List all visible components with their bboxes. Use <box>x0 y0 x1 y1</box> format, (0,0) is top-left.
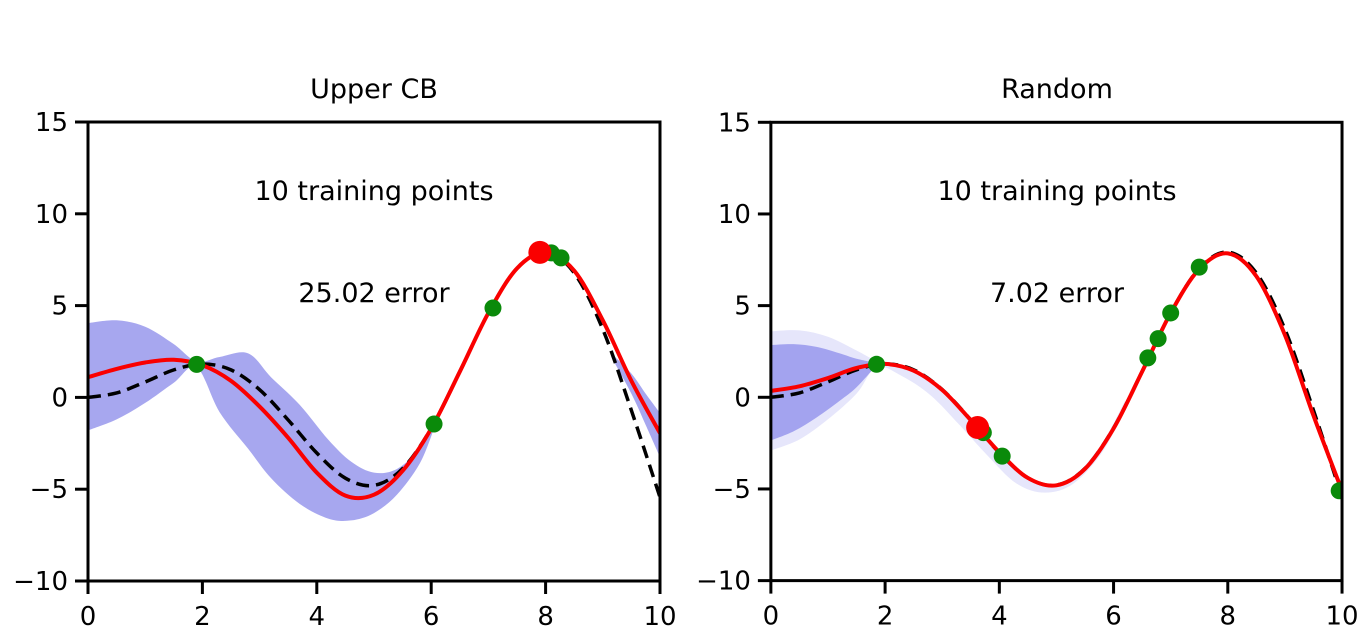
panel-title-line: 10 training points <box>937 176 1177 207</box>
true-function-curve <box>88 250 660 498</box>
x-tick-label: 4 <box>991 602 1008 632</box>
x-tick-label: 8 <box>537 602 554 632</box>
training-point-marker <box>484 299 502 317</box>
panel-title-line: 25.02 error <box>298 278 450 309</box>
plot-area <box>88 240 660 521</box>
confidence-band-right <box>611 353 660 458</box>
training-point-marker <box>1149 330 1167 348</box>
training-point-marker <box>1330 482 1343 500</box>
training-point-marker <box>868 355 886 373</box>
panel-random: Random 10 training points 7.02 error 0 2 4… <box>683 0 1365 643</box>
panel-title-line: Random <box>1001 74 1113 105</box>
x-tick-label: 2 <box>877 602 894 632</box>
x-tick-label: 6 <box>423 602 440 632</box>
training-point-marker <box>993 447 1011 465</box>
y-tick-label: −5 <box>713 475 751 505</box>
y-tick-label: −10 <box>696 567 751 597</box>
selected-point-marker <box>966 416 990 440</box>
y-tick-label: 10 <box>718 200 751 230</box>
panel-title-line: 7.02 error <box>989 278 1125 309</box>
panel-title-upper-cb: Upper CB 10 training points 25.02 error <box>88 5 660 379</box>
confidence-band-wide <box>770 330 1125 493</box>
predicted-mean-curve <box>88 250 660 501</box>
selected-point-marker <box>528 240 552 264</box>
x-tick-label: 10 <box>643 602 676 632</box>
training-point-marker <box>1139 349 1157 367</box>
x-tick-label: 8 <box>1220 602 1237 632</box>
x-tick-label: 10 <box>1326 602 1359 632</box>
y-tick-label: 0 <box>51 383 68 413</box>
training-point-marker <box>425 415 443 433</box>
plot-random: 0 2 4 6 8 10 −10 −5 0 5 10 15 <box>696 108 1359 632</box>
panel-upper-cb: Upper CB 10 training points 25.02 error … <box>13 5 676 632</box>
training-point-marker <box>552 249 570 267</box>
panel-title-line: 10 training points <box>254 176 494 207</box>
plot-frame <box>86 120 662 583</box>
plot-area <box>770 250 1343 500</box>
plot-upper-cb: 0 2 4 6 8 10 −10 −5 0 5 10 15 <box>13 108 676 632</box>
x-tick-label: 4 <box>309 602 326 632</box>
y-tick-label: 0 <box>734 383 751 413</box>
y-tick-label: 5 <box>734 292 751 322</box>
x-tick-label: 2 <box>194 602 211 632</box>
plot-frame <box>769 120 1344 583</box>
training-point-marker <box>1190 258 1208 276</box>
y-tick-label: −10 <box>13 567 68 597</box>
y-tick-label: 15 <box>35 108 68 138</box>
y-tick-label: −5 <box>30 475 68 505</box>
x-tick-label: 0 <box>763 602 780 632</box>
y-tick-label: 5 <box>51 292 68 322</box>
training-point-marker <box>188 355 206 373</box>
training-point-marker <box>1162 304 1180 322</box>
panel-title-line: Upper CB <box>310 74 438 105</box>
y-tick-label: 15 <box>718 108 751 138</box>
y-tick-label: 10 <box>35 200 68 230</box>
panel-title-random: Random 10 training points 7.02 error <box>771 5 1343 379</box>
x-tick-label: 0 <box>80 602 97 632</box>
predicted-mean-curve <box>770 251 1343 492</box>
x-tick-label: 6 <box>1105 602 1122 632</box>
